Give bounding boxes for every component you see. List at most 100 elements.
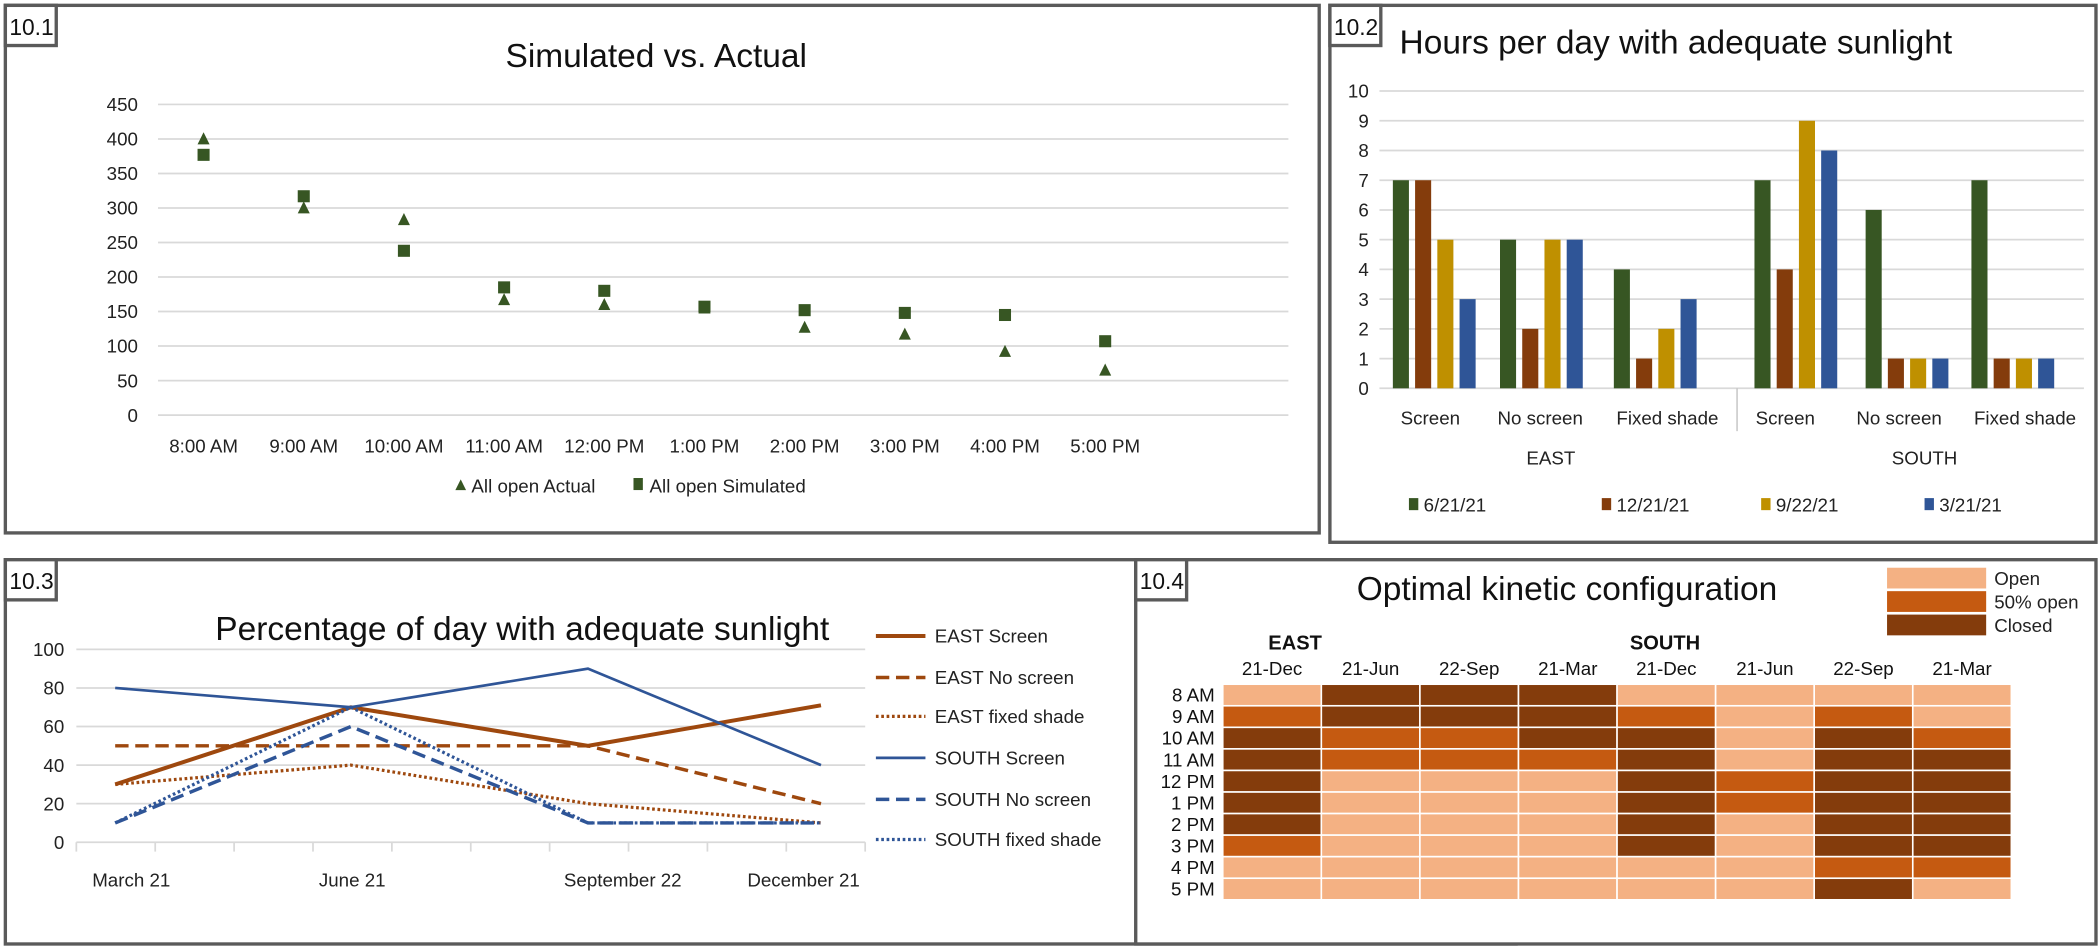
heatmap-cell: [1517, 683, 1618, 707]
bar: [1658, 328, 1675, 389]
y-tick-label: 450: [107, 94, 138, 115]
legend-label: SOUTH No screen: [935, 789, 1091, 810]
heatmap-cell: [1911, 748, 2013, 772]
actual-point: [1099, 363, 1112, 376]
legend-label: 6/21/21: [1424, 494, 1487, 515]
x-tick-label: 2:00 PM: [770, 436, 840, 457]
legend-label: Closed: [1994, 615, 2052, 636]
row-label: 9 AM: [1172, 706, 1215, 727]
y-tick-label: 150: [107, 301, 138, 322]
actual-point: [998, 344, 1012, 357]
x-tick-label: 10:00 AM: [364, 436, 443, 457]
x-tick-label: 3:00 PM: [870, 436, 940, 457]
heatmap-cell: [1911, 769, 2013, 793]
x-tick-label: Fixed shade: [1974, 407, 2076, 428]
heatmap-cell: [1419, 855, 1520, 880]
legend-swatch-icon: [1408, 498, 1419, 511]
panel-label-box: [1134, 558, 1189, 602]
panel-10-2: [1328, 3, 2098, 544]
heatmap-cell: [1419, 748, 1520, 772]
legend-label: 50% open: [1994, 592, 2078, 613]
heatmap-cell: [1813, 704, 1914, 729]
bar: [1971, 180, 1988, 389]
heatmap-cell: [1714, 704, 1815, 729]
legend-label: EAST No screen: [935, 667, 1074, 688]
simulated-point: [297, 190, 310, 203]
bar: [1459, 299, 1476, 389]
heatmap-cell: [1911, 855, 2013, 880]
chart-title: Hours per day with adequate sunlight: [1400, 25, 1953, 62]
heatmap-cell: [1419, 704, 1520, 729]
bar-chart: 0 1 2 3 4 5 6 7 8 9 10 Screen No screen Fixed shade Sc…: [1348, 81, 2084, 515]
bar: [1887, 358, 1904, 389]
panel-label: 10.1: [9, 14, 53, 40]
legend-label: EAST Screen: [935, 626, 1048, 647]
x-tick-label: December 21: [747, 869, 859, 890]
x-tick-label: Screen: [1401, 407, 1460, 428]
heatmap-cell: [1714, 791, 1815, 815]
heatmap-cell: [1714, 855, 1815, 880]
row-label: 12 PM: [1161, 771, 1215, 792]
heatmap-cell: [1911, 791, 2013, 815]
heatmap-cell: [1714, 748, 1815, 772]
x-tick-label: 9:00 AM: [269, 436, 338, 457]
simulated-point: [498, 281, 511, 294]
heatmap-cell: [1419, 683, 1520, 707]
heatmap-cell: [1616, 769, 1717, 793]
y-tick-label: 250: [107, 232, 138, 253]
bar: [1776, 269, 1793, 389]
simulated-point: [798, 304, 811, 317]
simulated-point: [1099, 335, 1112, 348]
heatmap-cell: [1714, 877, 1815, 901]
heatmap-cell: [1714, 769, 1815, 793]
y-tick-label: 5: [1358, 229, 1368, 250]
heatmap-cell: [1221, 834, 1323, 858]
group-label: SOUTH: [1892, 448, 1958, 469]
heatmap-cell: [1714, 834, 1815, 858]
y-tick-label: 6: [1358, 200, 1368, 221]
row-label: 1 PM: [1171, 792, 1215, 813]
simulated-point: [898, 306, 911, 319]
legend-label: EAST fixed shade: [935, 706, 1085, 727]
heatmap-cell: [1320, 748, 1421, 772]
y-tick-label: 40: [43, 755, 64, 776]
heatmap-cell: [1517, 748, 1618, 772]
row-label: 8 AM: [1172, 685, 1215, 706]
y-tick-label: 80: [43, 678, 64, 699]
legend-swatch-icon: [1761, 498, 1771, 511]
actual-point: [397, 213, 410, 226]
row-label: 3 PM: [1171, 836, 1215, 857]
y-tick-label: 200: [107, 267, 138, 288]
x-tick-label: March 21: [92, 869, 170, 890]
y-tick-label: 4: [1358, 259, 1368, 280]
bar: [1613, 269, 1630, 389]
heatmap-cell: [1813, 855, 1914, 880]
heatmap-cell: [1911, 877, 2013, 901]
legend-label: Open: [1994, 568, 2040, 589]
chart-title: Optimal kinetic configuration: [1357, 571, 1777, 608]
y-tick-label: 7: [1358, 170, 1368, 191]
chart-title: Percentage of day with adequate sunlight: [215, 611, 830, 648]
simulated-point: [698, 300, 711, 313]
x-tick-label: 12:00 PM: [564, 436, 644, 457]
heatmap-cell: [1419, 726, 1520, 750]
bar: [1500, 239, 1517, 389]
heatmap-cell: [1517, 769, 1618, 793]
y-tick-label: 300: [107, 198, 138, 219]
column-label: 22-Sep: [1833, 658, 1893, 679]
row-label: 10 AM: [1162, 728, 1215, 749]
legend-label: All open Simulated: [650, 476, 806, 497]
x-tick-label: Screen: [1756, 407, 1815, 428]
column-label: 21-Mar: [1932, 658, 1991, 679]
legend-label: SOUTH Screen: [935, 748, 1065, 769]
bar: [1636, 358, 1653, 389]
actual-point: [498, 293, 511, 306]
bar: [1798, 120, 1815, 389]
heatmap-cell: [1517, 834, 1618, 858]
bar: [2038, 358, 2055, 389]
x-tick-label: 8:00 AM: [169, 436, 238, 457]
heatmap-cell: [1221, 769, 1323, 793]
heatmap-cell: [1320, 769, 1421, 793]
y-tick-label: 20: [43, 793, 64, 814]
heatmap-cell: [1616, 704, 1717, 729]
